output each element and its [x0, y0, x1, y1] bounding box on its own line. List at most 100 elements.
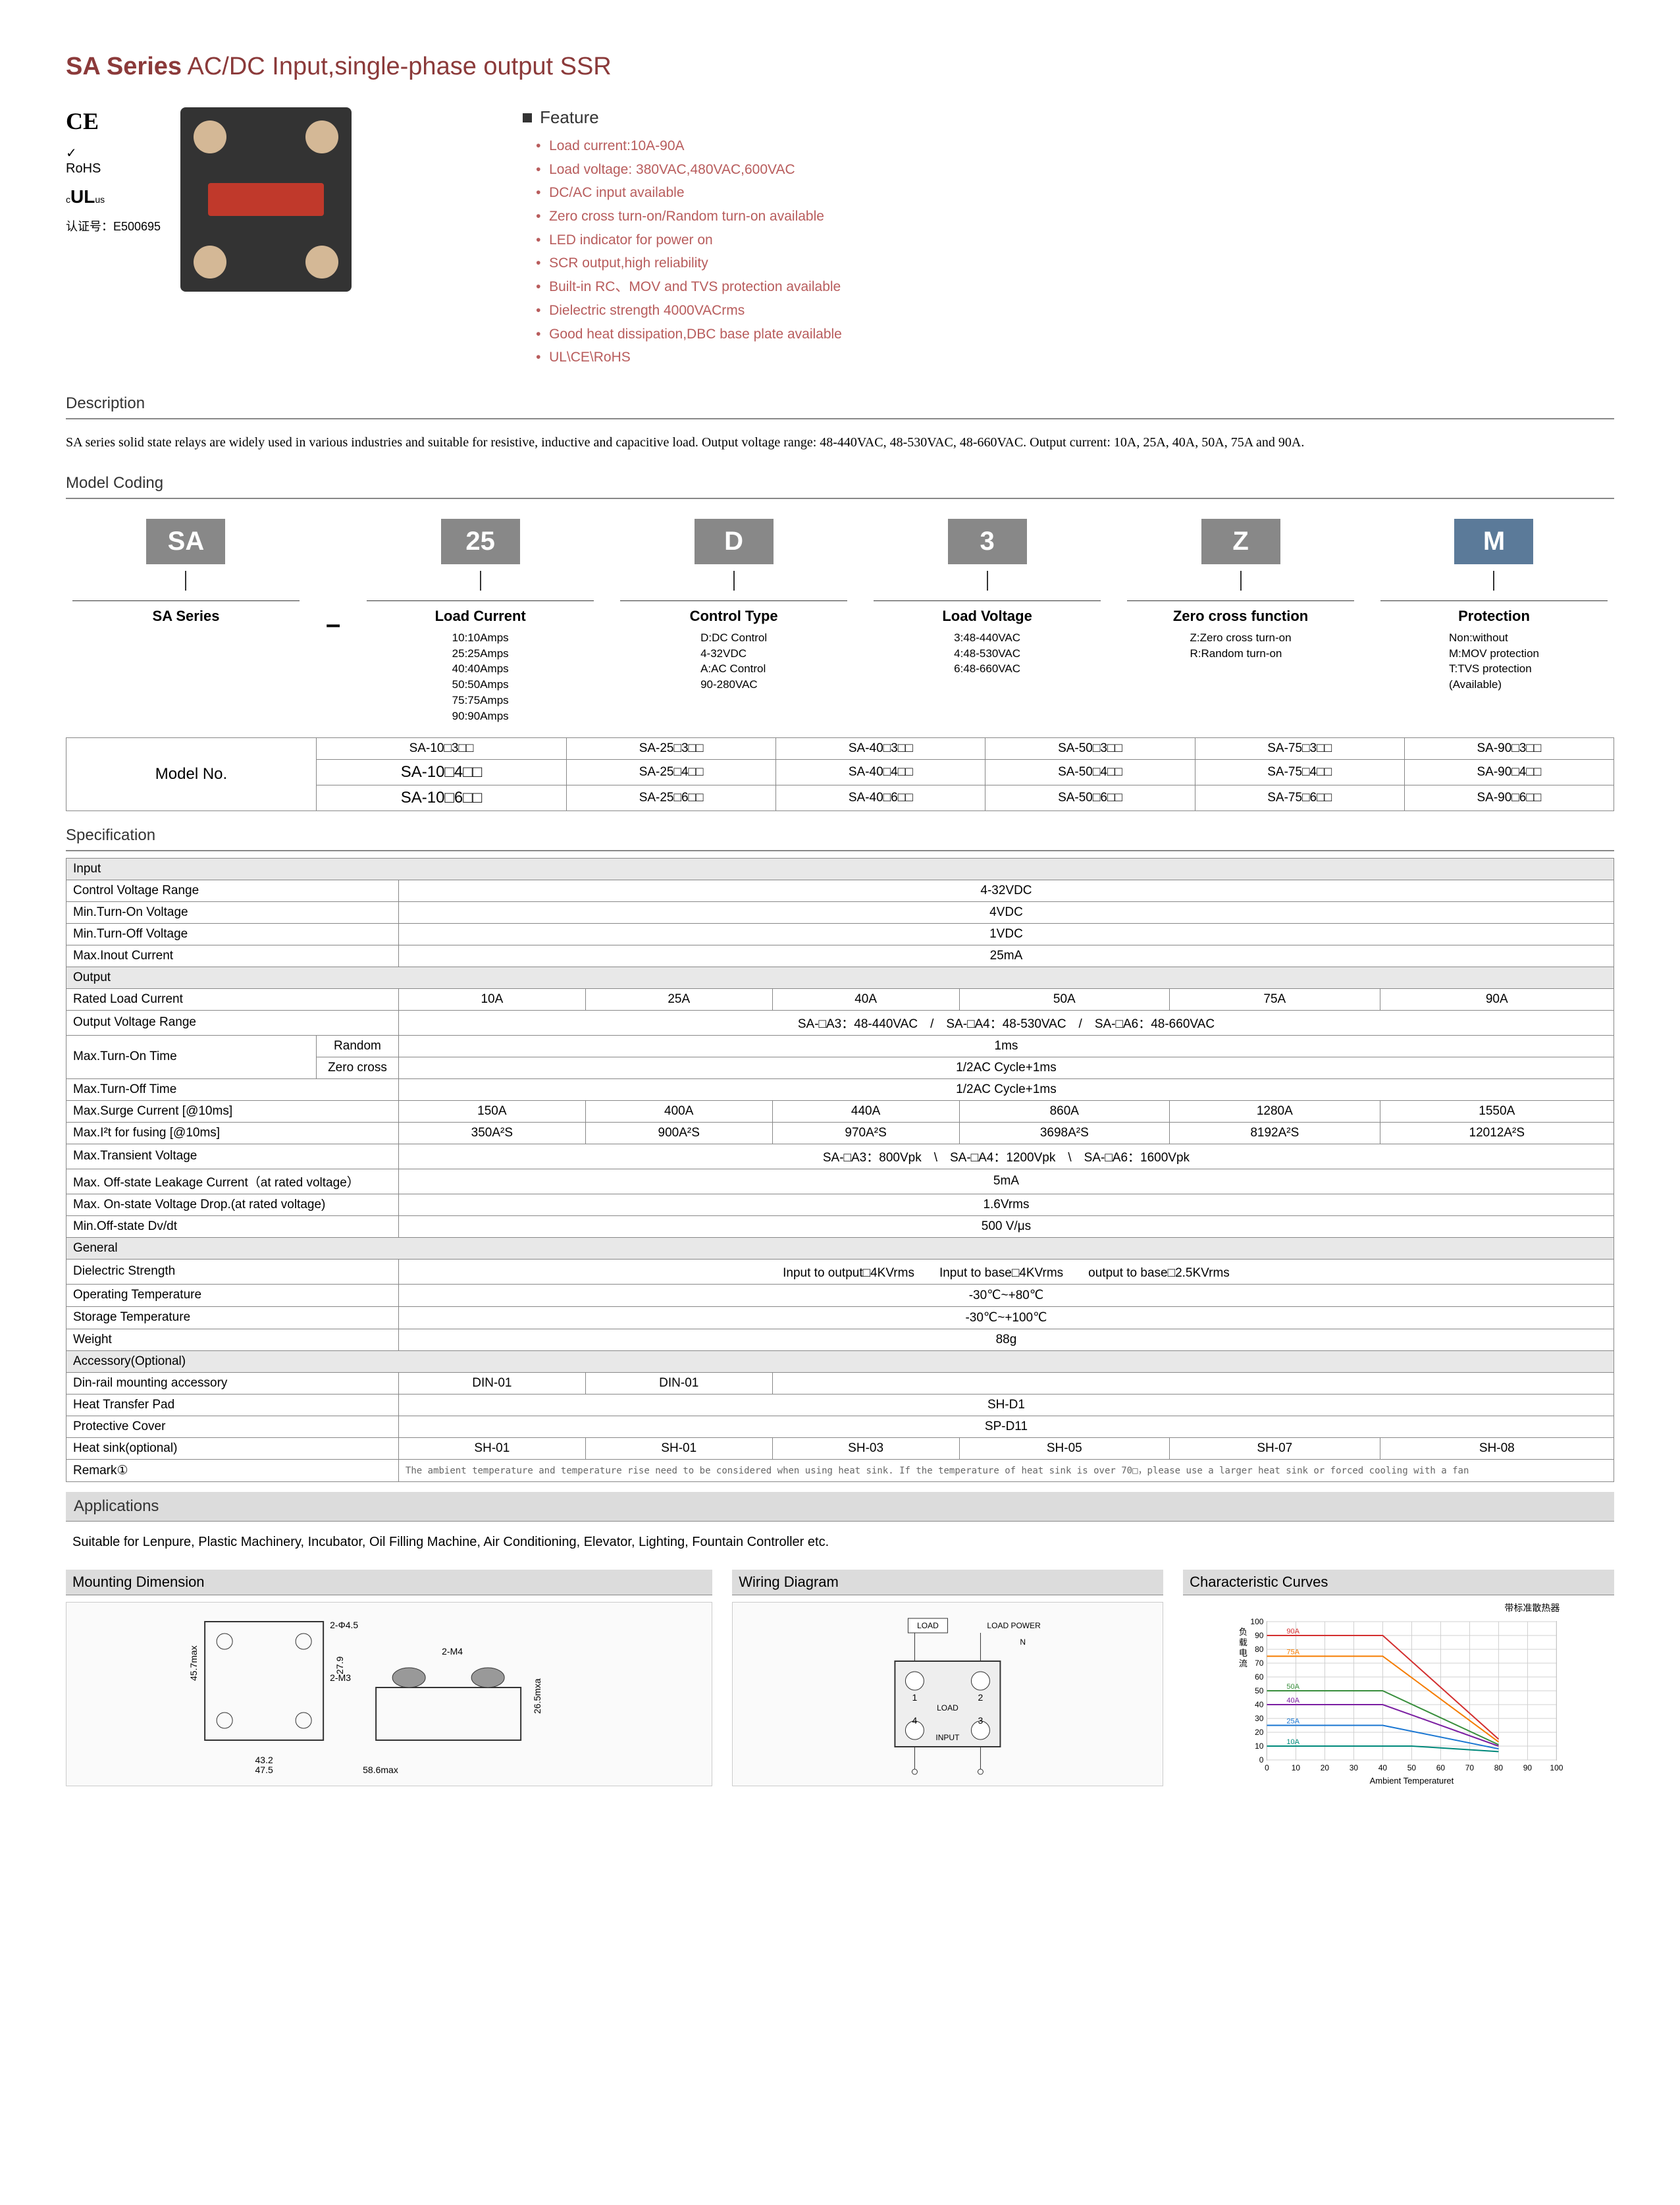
coding-heading: Model Coding — [66, 469, 1614, 499]
spec-label: Protective Cover — [66, 1416, 399, 1437]
table-row: Max.Transient VoltageSA-□A3：800Vpk \ SA-… — [66, 1144, 1614, 1169]
table-row: Operating Temperature-30℃~+80℃ — [66, 1284, 1614, 1306]
svg-text:N: N — [1020, 1637, 1026, 1647]
spec-label: Min.Turn-On Voltage — [66, 901, 399, 923]
spec-value: SH-07 — [1170, 1437, 1380, 1459]
spec-value: 88g — [398, 1329, 1614, 1350]
code-block: Z Zero cross function Z:Zero cross turn-… — [1127, 519, 1354, 662]
feature-item: Zero cross turn-on/Random turn-on availa… — [536, 205, 1614, 228]
table-row: Din-rail mounting accessoryDIN-01DIN-01 — [66, 1372, 1614, 1394]
model-cell: SA-25□6□□ — [567, 785, 776, 810]
feature-item: Load voltage: 380VAC,480VAC,600VAC — [536, 158, 1614, 182]
spec-value: SH-01 — [398, 1437, 585, 1459]
code-detail: Non:without M:MOV protection T:TVS prote… — [1449, 630, 1539, 693]
coding-row: SA SA Series –25 Load Current 10:10Amps … — [66, 506, 1614, 737]
svg-text:2-Φ4.5: 2-Φ4.5 — [330, 1620, 358, 1630]
spec-label: Storage Temperature — [66, 1306, 399, 1329]
table-row: Max.Inout Current25mA — [66, 945, 1614, 967]
spec-value: 4-32VDC — [398, 880, 1614, 901]
spec-value: 400A — [585, 1100, 772, 1122]
spec-value: 970A²S — [772, 1122, 959, 1144]
wiring-diagram: 1 2 3 4 LOAD LOAD POWER N LOAD INPUT — [732, 1602, 1163, 1786]
spec-label: Min.Off-state Dv/dt — [66, 1215, 399, 1237]
spec-value: Input to output□4KVrms Input to base□4KV… — [398, 1259, 1614, 1284]
spec-label: Max.Transient Voltage — [66, 1144, 399, 1169]
spec-value: SH-01 — [585, 1437, 772, 1459]
apps-heading: Applications — [66, 1492, 1614, 1522]
spec-label: Max. Off-state Leakage Current（at rated … — [66, 1169, 399, 1194]
spec-value: 10A — [398, 988, 585, 1010]
table-row: Heat sink(optional)SH-01SH-01SH-03SH-05S… — [66, 1437, 1614, 1459]
certifications: CE ✓RoHS cULus 认证号：E500695 — [66, 107, 161, 234]
spec-value: SP-D11 — [398, 1416, 1614, 1437]
table-row: Max.I²t for fusing [@10ms]350A²S900A²S97… — [66, 1122, 1614, 1144]
table-row: Weight88g — [66, 1329, 1614, 1350]
svg-text:40: 40 — [1378, 1763, 1388, 1772]
spec-label: Max.Surge Current [@10ms] — [66, 1100, 399, 1122]
svg-text:58.6max: 58.6max — [363, 1765, 398, 1775]
cert-code: 认证号：E500695 — [66, 217, 161, 234]
svg-text:47.5: 47.5 — [255, 1765, 273, 1775]
spec-value: 1550A — [1380, 1100, 1614, 1122]
spec-sublabel: Zero cross — [317, 1057, 399, 1078]
spec-label: Min.Turn-Off Voltage — [66, 923, 399, 945]
apps-text: Suitable for Lenpure, Plastic Machinery,… — [66, 1528, 1614, 1556]
code-badge: M — [1454, 519, 1533, 564]
svg-text:40A: 40A — [1287, 1697, 1300, 1705]
code-block: SA SA Series — [72, 519, 300, 630]
model-cell: SA-25□4□□ — [567, 759, 776, 785]
model-cell: SA-10□4□□ — [317, 759, 567, 785]
subhead: General — [66, 1237, 1614, 1259]
svg-text:流: 流 — [1239, 1659, 1247, 1668]
spec-label: Max.I²t for fusing [@10ms] — [66, 1122, 399, 1144]
model-cell: SA-90□4□□ — [1404, 759, 1614, 785]
svg-text:40: 40 — [1255, 1700, 1264, 1709]
spec-value: SH-05 — [959, 1437, 1170, 1459]
spec-value: SH-03 — [772, 1437, 959, 1459]
feature-column: Feature Load current:10A-90ALoad voltage… — [523, 107, 1614, 369]
spec-value: 5mA — [398, 1169, 1614, 1194]
feature-item: SCR output,high reliability — [536, 252, 1614, 275]
top-section: CE ✓RoHS cULus 认证号：E500695 Feature Load … — [66, 107, 1614, 369]
spec-value: DIN-01 — [585, 1372, 772, 1394]
svg-text:90A: 90A — [1287, 1628, 1300, 1635]
code-detail: Z:Zero cross turn-on R:Random turn-on — [1190, 630, 1292, 662]
spec-value: 75A — [1170, 988, 1380, 1010]
model-cell: SA-10□3□□ — [317, 737, 567, 759]
code-title: Protection — [1380, 600, 1608, 625]
spec-value: 3698A²S — [959, 1122, 1170, 1144]
spec-label: Max.Turn-Off Time — [66, 1078, 399, 1100]
table-row: Remark①The ambient temperature and tempe… — [66, 1459, 1614, 1481]
svg-text:0: 0 — [1259, 1755, 1264, 1765]
model-cell: SA-50□6□□ — [985, 785, 1195, 810]
code-title: Load Voltage — [874, 600, 1101, 625]
spec-value: 1ms — [398, 1035, 1614, 1057]
code-title: Control Type — [620, 600, 847, 625]
spec-label: Operating Temperature — [66, 1284, 399, 1306]
svg-text:2-M4: 2-M4 — [442, 1646, 463, 1657]
model-label: Model No. — [66, 737, 317, 810]
model-number-table: Model No.SA-10□3□□SA-25□3□□SA-40□3□□SA-5… — [66, 737, 1614, 811]
table-row: Control Voltage Range4-32VDC — [66, 880, 1614, 901]
spec-value: 500 V/μs — [398, 1215, 1614, 1237]
spec-value: 12012A²S — [1380, 1122, 1614, 1144]
spec-label: Din-rail mounting accessory — [66, 1372, 399, 1394]
spec-label: Heat sink(optional) — [66, 1437, 399, 1459]
feature-item: Good heat dissipation,DBC base plate ava… — [536, 323, 1614, 346]
spec-label: Rated Load Current — [66, 988, 399, 1010]
table-row: Protective CoverSP-D11 — [66, 1416, 1614, 1437]
model-cell: SA-90□3□□ — [1404, 737, 1614, 759]
svg-text:75A: 75A — [1287, 1648, 1300, 1656]
spec-value — [772, 1372, 1614, 1394]
svg-text:负: 负 — [1239, 1627, 1247, 1637]
code-block: M Protection Non:without M:MOV protectio… — [1380, 519, 1608, 693]
spec-label: Weight — [66, 1329, 399, 1350]
spec-value: 900A²S — [585, 1122, 772, 1144]
code-title: Load Current — [367, 600, 594, 625]
model-cell: SA-40□3□□ — [776, 737, 985, 759]
svg-text:70: 70 — [1465, 1763, 1475, 1772]
model-cell: SA-75□4□□ — [1195, 759, 1404, 785]
svg-text:90: 90 — [1255, 1631, 1264, 1640]
model-cell: SA-75□6□□ — [1195, 785, 1404, 810]
code-badge: D — [695, 519, 774, 564]
